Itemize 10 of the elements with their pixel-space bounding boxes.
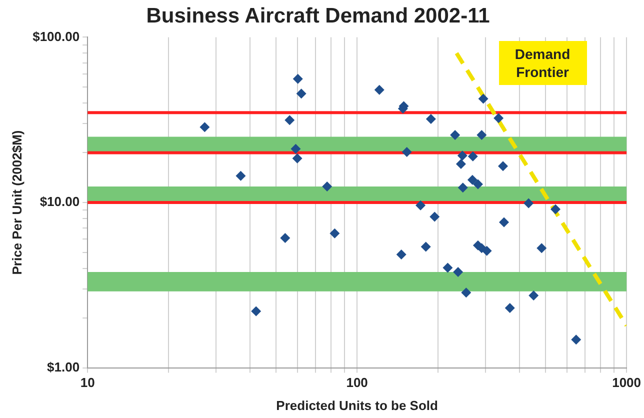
y-axis-title: Price Per Unit (2002$M) bbox=[9, 130, 24, 275]
y-tick-label: $10.00 bbox=[40, 194, 80, 210]
y-tick-label: $1.00 bbox=[47, 359, 80, 374]
x-axis-title: Predicted Units to be Sold bbox=[276, 398, 438, 413]
x-tick-label: 10 bbox=[80, 375, 95, 390]
x-tick-label: 1000 bbox=[612, 375, 641, 390]
chart-title: Business Aircraft Demand 2002-11 bbox=[146, 4, 490, 28]
x-tick-label: 100 bbox=[346, 375, 368, 390]
y-tick-label: $100.00 bbox=[32, 28, 80, 44]
annotation: Demand Frontier bbox=[498, 41, 587, 86]
